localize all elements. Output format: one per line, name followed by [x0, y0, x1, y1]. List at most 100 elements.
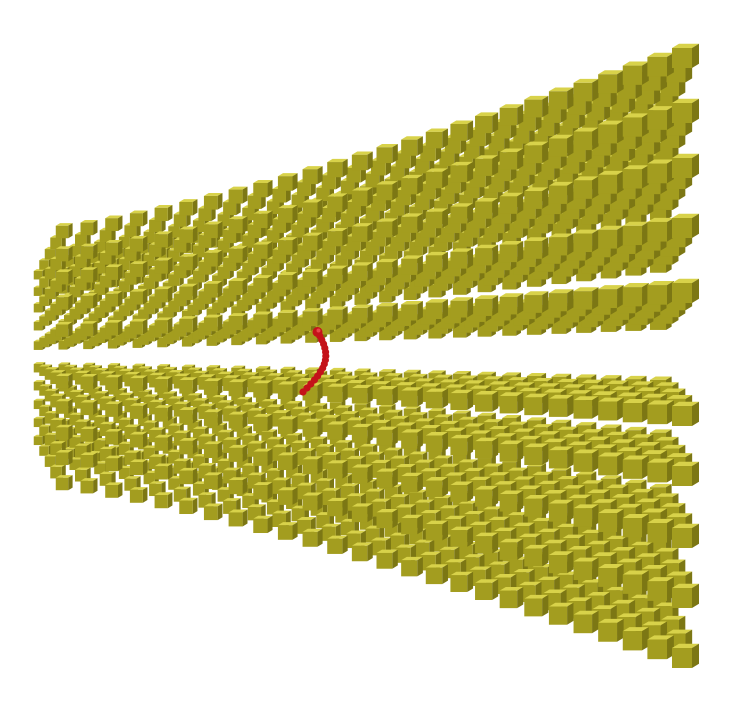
atom-cube [55, 294, 73, 310]
atom-cube [253, 413, 273, 432]
atom-cube [450, 571, 474, 592]
atom-cube [376, 181, 398, 201]
atom-cube [80, 478, 98, 494]
atom-cube [450, 434, 474, 456]
atom-cube [327, 383, 348, 402]
atom-cube [475, 485, 499, 507]
atom-cube [573, 78, 599, 102]
atom-cube [475, 244, 499, 266]
atom-cube [55, 475, 73, 491]
atom-cube [351, 542, 373, 562]
atom-cube [647, 518, 674, 543]
atom-cube [524, 495, 549, 517]
atom-cube [228, 444, 248, 462]
atom-cube [253, 311, 273, 329]
atom-cube [548, 233, 574, 256]
atom-cube [450, 203, 474, 224]
atom-cube [277, 173, 298, 191]
atom-cube [327, 306, 348, 325]
atom-cube [622, 399, 649, 423]
atom-cube [39, 444, 53, 456]
atom-cube [425, 168, 448, 189]
lattice-wall-atoms [33, 43, 699, 668]
atom-cube [450, 481, 474, 502]
atom-cube [154, 492, 173, 509]
atom-cube [302, 166, 323, 185]
atom-cube [376, 143, 398, 164]
atom-cube [622, 283, 649, 307]
atom-cube [105, 239, 123, 256]
atom-cube [302, 528, 323, 547]
atom-cube [450, 389, 474, 411]
atom-cube [672, 583, 699, 608]
atom-cube [99, 471, 116, 486]
atom-cube [499, 293, 524, 315]
atom-cube [401, 174, 423, 195]
atom-cube [74, 467, 91, 482]
atom-cube [401, 556, 423, 577]
atom-cube [475, 155, 499, 176]
atom-cube [154, 286, 173, 303]
atom-cube [524, 187, 549, 209]
atom-cube [55, 246, 73, 262]
atom-cube [672, 43, 699, 68]
atom-cube [277, 272, 298, 290]
atom-cube [179, 497, 198, 515]
atom-cube [154, 405, 173, 422]
atom-cube [524, 95, 549, 118]
atom-cube [548, 87, 574, 110]
atom-cube [129, 487, 148, 503]
atom-cube [475, 437, 499, 459]
atom-cube [548, 134, 574, 157]
atom-cube [302, 456, 323, 475]
atom-cube [327, 460, 348, 479]
atom-cube [548, 551, 574, 574]
atom-cube [203, 193, 223, 210]
atom-cube [598, 285, 624, 309]
atom-cube [253, 179, 273, 198]
atom-cube [277, 237, 298, 255]
atom-cube [55, 321, 73, 337]
atom-cube [277, 381, 298, 400]
atom-cube [203, 441, 223, 459]
atom-cube [228, 186, 248, 204]
atom-cube [351, 187, 373, 207]
atom-cube [672, 401, 699, 426]
atom-cube [80, 374, 98, 390]
atom-cube [420, 509, 442, 529]
atom-cube [401, 514, 423, 535]
atom-cube [154, 231, 173, 248]
atom-cube [622, 221, 649, 246]
atom-cube [351, 151, 373, 171]
atom-cube [55, 449, 73, 466]
atom-cube [425, 299, 448, 320]
atom-cube [277, 205, 298, 223]
atom-cube [228, 379, 248, 397]
atom-cube [277, 487, 298, 505]
atom-cube [33, 416, 46, 428]
atom-cube [105, 401, 123, 417]
atom-cube [524, 544, 549, 567]
atom-cube [548, 394, 574, 417]
atom-cube [475, 197, 499, 219]
atom-cube [622, 113, 649, 137]
atom-cube [154, 463, 173, 480]
atom-cube [302, 308, 323, 327]
atom-cube [302, 232, 323, 251]
atom-cube [425, 208, 448, 229]
atom-cube [253, 275, 273, 293]
atom-cube [524, 291, 549, 313]
atom-cube [647, 458, 674, 483]
atom-cube [80, 452, 98, 468]
atom-cube [499, 587, 524, 609]
atom-cube [524, 393, 549, 416]
atom-cube [179, 199, 198, 216]
atom-cube [302, 418, 323, 437]
atom-cube [351, 304, 373, 324]
atom-cube [376, 386, 398, 406]
atom-cube [327, 265, 348, 284]
atom-cube [672, 523, 699, 548]
atom-cube [647, 52, 674, 77]
atom-cube [302, 199, 323, 218]
